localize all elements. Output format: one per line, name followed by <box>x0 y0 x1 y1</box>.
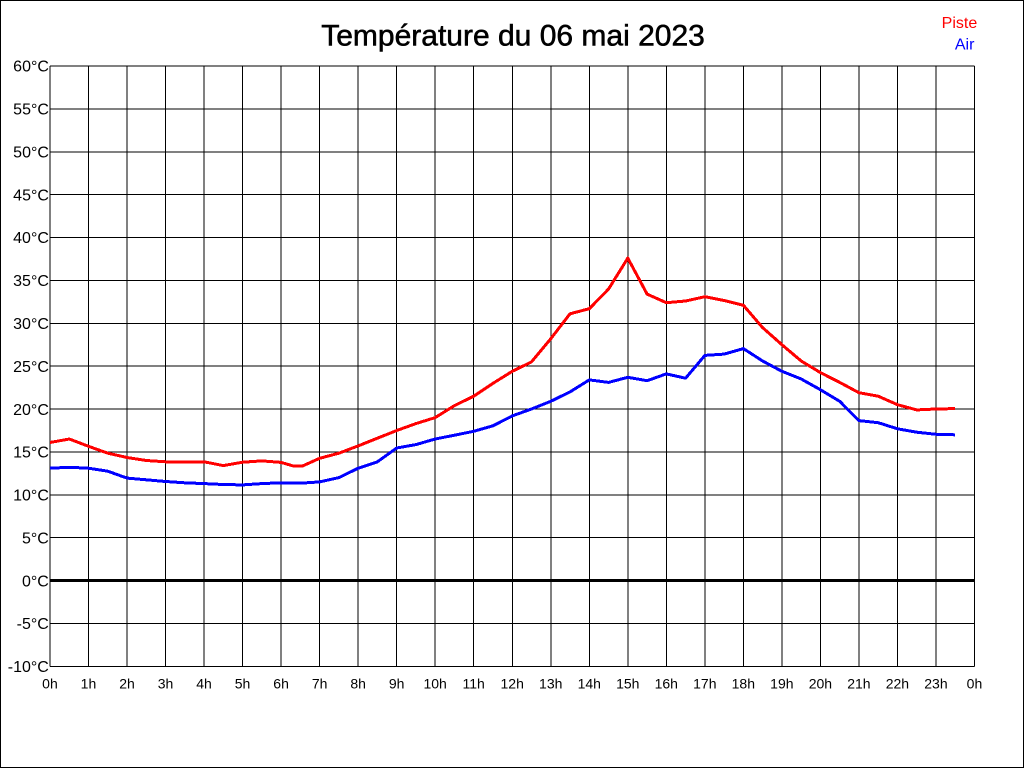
svg-text:25°C: 25°C <box>13 359 49 376</box>
svg-text:14h: 14h <box>578 676 601 692</box>
svg-text:15h: 15h <box>616 676 639 692</box>
svg-text:9h: 9h <box>389 676 405 692</box>
svg-text:17h: 17h <box>693 676 716 692</box>
svg-text:12h: 12h <box>501 676 524 692</box>
svg-text:8h: 8h <box>350 676 366 692</box>
svg-text:10h: 10h <box>423 676 446 692</box>
svg-text:-5°C: -5°C <box>17 616 49 633</box>
svg-text:18h: 18h <box>732 676 755 692</box>
svg-text:20h: 20h <box>809 676 832 692</box>
svg-text:-10°C: -10°C <box>8 659 49 676</box>
svg-text:40°C: 40°C <box>13 230 49 247</box>
svg-text:Température du 06 mai 2023: Température du 06 mai 2023 <box>321 20 705 53</box>
svg-text:50°C: 50°C <box>13 144 49 161</box>
svg-text:Piste: Piste <box>942 15 978 32</box>
svg-text:3h: 3h <box>158 676 174 692</box>
svg-text:5°C: 5°C <box>22 530 49 547</box>
svg-text:10°C: 10°C <box>13 488 49 505</box>
svg-text:Air: Air <box>955 37 975 54</box>
svg-text:19h: 19h <box>770 676 793 692</box>
svg-text:4h: 4h <box>196 676 212 692</box>
svg-text:1h: 1h <box>81 676 97 692</box>
svg-text:15°C: 15°C <box>13 445 49 462</box>
svg-text:16h: 16h <box>655 676 678 692</box>
svg-text:2h: 2h <box>119 676 135 692</box>
svg-text:13h: 13h <box>539 676 562 692</box>
svg-text:11h: 11h <box>463 676 485 692</box>
svg-text:7h: 7h <box>312 676 328 692</box>
svg-text:30°C: 30°C <box>13 316 49 333</box>
svg-text:0°C: 0°C <box>22 573 49 590</box>
svg-text:5h: 5h <box>235 676 251 692</box>
svg-text:23h: 23h <box>924 676 947 692</box>
svg-text:20°C: 20°C <box>13 402 49 419</box>
svg-text:35°C: 35°C <box>13 273 49 290</box>
svg-text:55°C: 55°C <box>13 102 49 119</box>
svg-text:0h: 0h <box>967 676 983 692</box>
svg-text:45°C: 45°C <box>13 187 49 204</box>
svg-text:6h: 6h <box>273 676 289 692</box>
svg-text:60°C: 60°C <box>13 59 49 76</box>
svg-text:22h: 22h <box>886 676 909 692</box>
svg-text:0h: 0h <box>42 676 58 692</box>
svg-text:21h: 21h <box>847 676 870 692</box>
